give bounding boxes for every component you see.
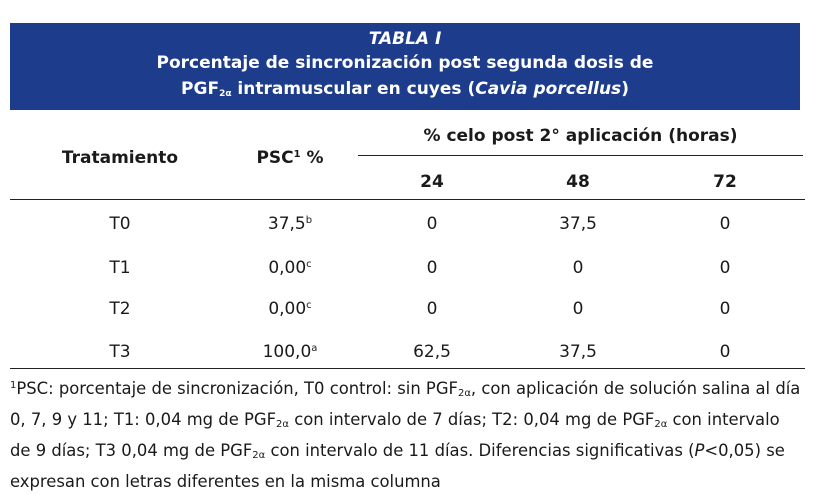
group-underline bbox=[358, 155, 803, 156]
cell-48h: 37,5 bbox=[559, 214, 597, 234]
header-group-celo: % celo post 2° aplicación (horas) bbox=[423, 126, 738, 146]
cell-tratamiento: T3 bbox=[109, 342, 131, 362]
bottom-rule bbox=[10, 368, 805, 369]
header-tratamiento: Tratamiento bbox=[61, 148, 179, 168]
table-title-line-3: PGF2α intramuscular en cuyes (Cavia porc… bbox=[181, 79, 629, 99]
cell-tratamiento: T1 bbox=[109, 258, 131, 278]
cell-24h: 0 bbox=[426, 214, 438, 234]
cell-48h: 0 bbox=[572, 299, 584, 319]
cell-48h: 37,5 bbox=[559, 342, 597, 362]
cell-24h: 62,5 bbox=[413, 342, 451, 362]
cell-psc: 100,0a bbox=[262, 342, 318, 362]
cell-psc: 37,5b bbox=[267, 214, 313, 234]
table-title-line-2: Porcentaje de sincronización post segund… bbox=[156, 53, 654, 73]
header-psc: PSC1 % bbox=[256, 148, 324, 168]
cell-tratamiento: T0 bbox=[109, 214, 131, 234]
header-72h: 72 bbox=[713, 172, 737, 192]
header-rule bbox=[10, 199, 805, 200]
cell-72h: 0 bbox=[719, 342, 731, 362]
cell-psc: 0,00c bbox=[268, 299, 312, 319]
cell-72h: 0 bbox=[719, 214, 731, 234]
footnote: 1PSC: porcentaje de sincronización, T0 c… bbox=[10, 379, 801, 491]
cell-48h: 0 bbox=[572, 258, 584, 278]
table-title-banner: TABLA I Porcentaje de sincronización pos… bbox=[10, 23, 800, 110]
cell-psc: 0,00c bbox=[268, 258, 312, 278]
cell-tratamiento: T2 bbox=[109, 299, 131, 319]
cell-24h: 0 bbox=[426, 299, 438, 319]
header-48h: 48 bbox=[566, 172, 590, 192]
header-24h: 24 bbox=[420, 172, 444, 192]
cell-24h: 0 bbox=[426, 258, 438, 278]
cell-72h: 0 bbox=[719, 299, 731, 319]
cell-72h: 0 bbox=[719, 258, 731, 278]
table-number: TABLA I bbox=[368, 29, 442, 49]
